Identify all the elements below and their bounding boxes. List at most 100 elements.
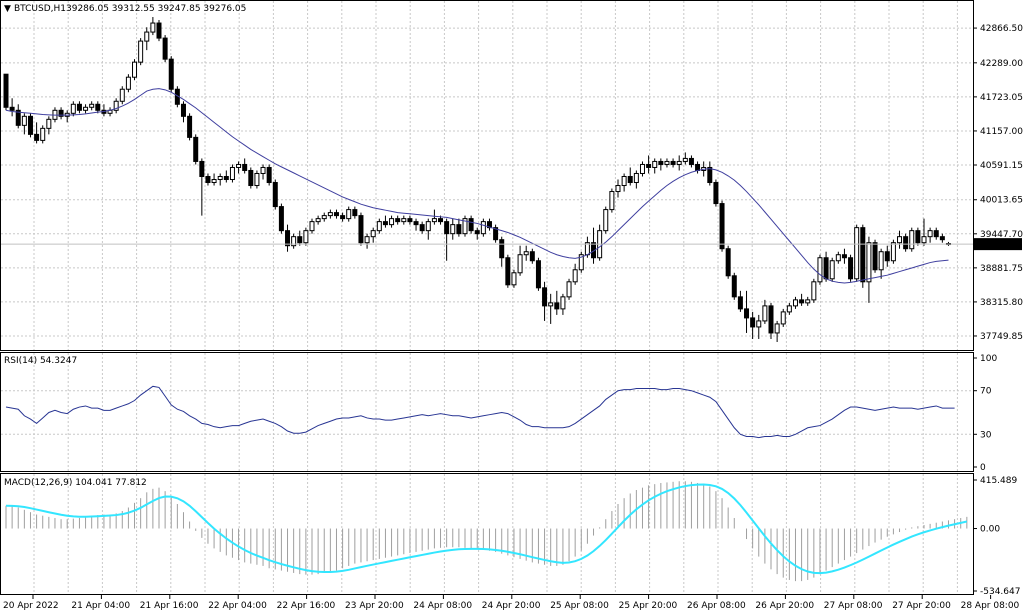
candle-bear bbox=[823, 257, 829, 280]
candle-bull bbox=[327, 212, 333, 217]
candle-bull bbox=[144, 31, 150, 42]
candle-bear bbox=[903, 236, 909, 250]
candle-bull bbox=[119, 88, 125, 102]
candle-bull bbox=[603, 209, 609, 232]
candle-bear bbox=[627, 175, 633, 184]
candle-bull bbox=[835, 254, 841, 262]
candle-bear bbox=[505, 257, 511, 286]
candle-bull bbox=[909, 230, 915, 250]
candle-bear bbox=[468, 218, 474, 232]
candle-bear bbox=[750, 317, 756, 328]
candle-bull bbox=[523, 251, 529, 256]
candle-bull bbox=[150, 22, 156, 33]
symbol-menu-arrow-icon[interactable]: ▼ bbox=[4, 4, 11, 14]
candle-bull bbox=[303, 230, 309, 244]
candle-bear bbox=[223, 175, 229, 181]
candle-bear bbox=[27, 115, 33, 135]
rsi-axis-label: 30 bbox=[980, 430, 992, 440]
candle-bear bbox=[713, 182, 719, 205]
price-axis-label: 37749.85 bbox=[980, 332, 1023, 342]
candle-bull bbox=[376, 221, 382, 232]
candle-bull bbox=[572, 269, 578, 283]
candle-bear bbox=[529, 251, 535, 262]
symbol-label[interactable]: BTCUSD,H1 bbox=[14, 4, 66, 14]
candle-bull bbox=[125, 76, 131, 90]
time-axis-label: 21 Apr 16:00 bbox=[140, 601, 199, 611]
candle-bear bbox=[407, 218, 413, 223]
candle-bull bbox=[321, 215, 327, 220]
candle-bear bbox=[266, 166, 272, 184]
candle-bear bbox=[248, 169, 254, 187]
time-axis-label: 27 Apr 20:00 bbox=[892, 601, 951, 611]
candle-bull bbox=[364, 236, 370, 244]
candle-bull bbox=[254, 172, 260, 187]
candle-bear bbox=[670, 160, 676, 165]
time-axis-label: 20 Apr 2022 bbox=[3, 601, 59, 611]
time-axis-label: 28 Apr 08:00 bbox=[961, 601, 1020, 611]
candle-bear bbox=[707, 166, 713, 184]
candle-bull bbox=[927, 230, 933, 238]
candle-bull bbox=[609, 191, 615, 211]
candle-bear bbox=[695, 163, 701, 171]
candle-bear bbox=[15, 109, 21, 126]
candle-bull bbox=[517, 254, 523, 274]
time-axis-label: 27 Apr 08:00 bbox=[824, 601, 883, 611]
rsi-title: RSI(14) 54.3247 bbox=[4, 356, 77, 366]
candle-bear bbox=[162, 37, 168, 60]
candle-bear bbox=[456, 224, 462, 235]
candle-bull bbox=[40, 127, 46, 141]
candle-bull bbox=[260, 166, 266, 174]
candle-bear bbox=[933, 230, 939, 238]
price-axis-label: 42289.00 bbox=[980, 59, 1023, 69]
candle-bear bbox=[884, 251, 890, 262]
candle-bear bbox=[768, 305, 774, 334]
macd-axis-label: 0.00 bbox=[980, 525, 1000, 535]
ohlc-label: 39286.05 39312.55 39247.85 39276.05 bbox=[66, 4, 246, 14]
rsi-axis-label: 100 bbox=[980, 354, 997, 364]
candle-bull bbox=[578, 254, 584, 271]
candle-bear bbox=[493, 227, 499, 241]
candle-bear bbox=[278, 206, 284, 232]
candle-bull bbox=[309, 221, 315, 232]
candle-bull bbox=[548, 302, 554, 307]
price-axis-label: 41723.05 bbox=[980, 93, 1023, 103]
candle-bear bbox=[419, 224, 425, 232]
candle-bull bbox=[890, 242, 896, 262]
candle-bull bbox=[921, 236, 927, 244]
candle-bull bbox=[817, 257, 823, 283]
candle-bear bbox=[199, 160, 205, 177]
candle-bear bbox=[848, 257, 854, 280]
candle-bear bbox=[358, 215, 364, 244]
candle-bear bbox=[486, 221, 492, 229]
time-axis-label: 21 Apr 04:00 bbox=[71, 601, 130, 611]
candle-bull bbox=[113, 100, 119, 111]
candle-bear bbox=[646, 163, 652, 168]
candle-bull bbox=[217, 175, 223, 181]
candle-bear bbox=[799, 299, 805, 304]
candle-bull bbox=[682, 157, 688, 162]
candle-bear bbox=[939, 236, 945, 241]
candle-bull bbox=[236, 163, 242, 168]
candle-bear bbox=[95, 103, 101, 111]
rsi-panel-frame bbox=[0, 352, 974, 472]
candle-bull bbox=[621, 175, 627, 187]
candle-bear bbox=[242, 163, 248, 171]
grid-lines bbox=[1, 1, 973, 594]
price-axis-label: 38881.75 bbox=[980, 264, 1023, 274]
candle-bull bbox=[639, 163, 645, 174]
macd-axis-label: -534.647 bbox=[980, 587, 1020, 597]
candle-bear bbox=[542, 287, 548, 307]
current-price-tag bbox=[974, 238, 1022, 251]
candle-bull bbox=[70, 103, 76, 114]
candle-bull bbox=[866, 242, 872, 283]
candle-bull bbox=[138, 40, 144, 63]
candle-bull bbox=[676, 160, 682, 165]
candle-bear bbox=[719, 203, 725, 250]
candle-bull bbox=[774, 323, 780, 334]
candle-bear bbox=[333, 212, 339, 217]
price-axis-label: 40013.65 bbox=[980, 196, 1023, 206]
price-axis-label: 40591.15 bbox=[980, 161, 1023, 171]
candle-bull bbox=[878, 251, 884, 271]
macd-signal-line bbox=[5, 483, 968, 575]
candle-bear bbox=[285, 230, 291, 247]
